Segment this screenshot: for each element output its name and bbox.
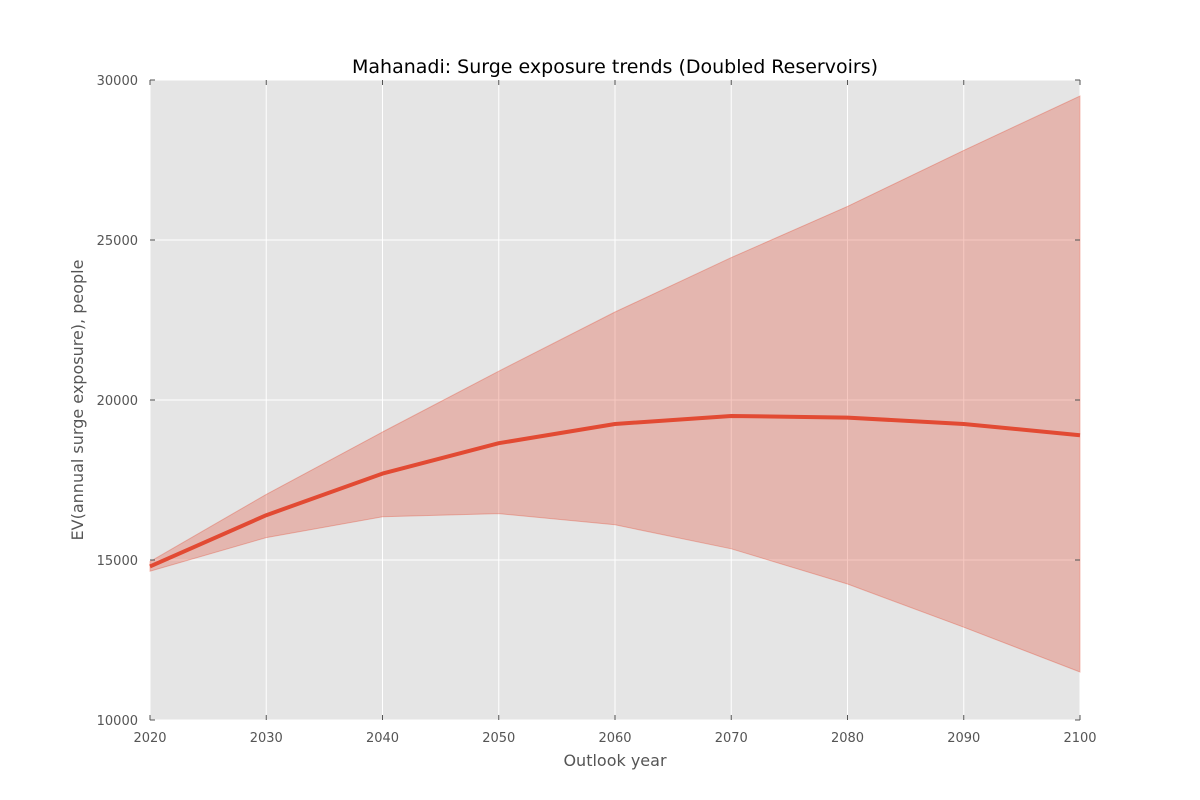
- x-tick-label: 2050: [482, 731, 515, 746]
- x-axis-label: Outlook year: [563, 751, 667, 770]
- y-tick-labels: 10000 15000 20000 25000 30000: [97, 74, 138, 729]
- x-tick-labels: 2020 2030 2040 2050 2060 2070 2080 2090 2100: [133, 731, 1096, 746]
- chart-title: Mahanadi: Surge exposure trends (Doubled…: [352, 56, 878, 78]
- x-tick-label: 2040: [366, 731, 399, 746]
- x-tick-label: 2100: [1063, 731, 1096, 746]
- x-tick-label: 2090: [947, 731, 980, 746]
- y-tick-label: 20000: [97, 394, 138, 409]
- x-tick-label: 2080: [831, 731, 864, 746]
- y-tick-label: 25000: [97, 234, 138, 249]
- y-tick-label: 15000: [97, 554, 138, 569]
- axis-ticks: [149, 79, 1081, 721]
- x-tick-label: 2020: [133, 731, 166, 746]
- y-tick-label: 30000: [97, 74, 138, 89]
- x-tick-label: 2070: [715, 731, 748, 746]
- x-tick-label: 2060: [598, 731, 631, 746]
- x-tick-label: 2030: [250, 731, 283, 746]
- y-tick-label: 10000: [97, 714, 138, 729]
- y-axis-label: EV(annual surge exposure), people: [68, 260, 87, 541]
- exposure-series-line: [149, 414, 1081, 569]
- uncertainty-band: [149, 95, 1081, 673]
